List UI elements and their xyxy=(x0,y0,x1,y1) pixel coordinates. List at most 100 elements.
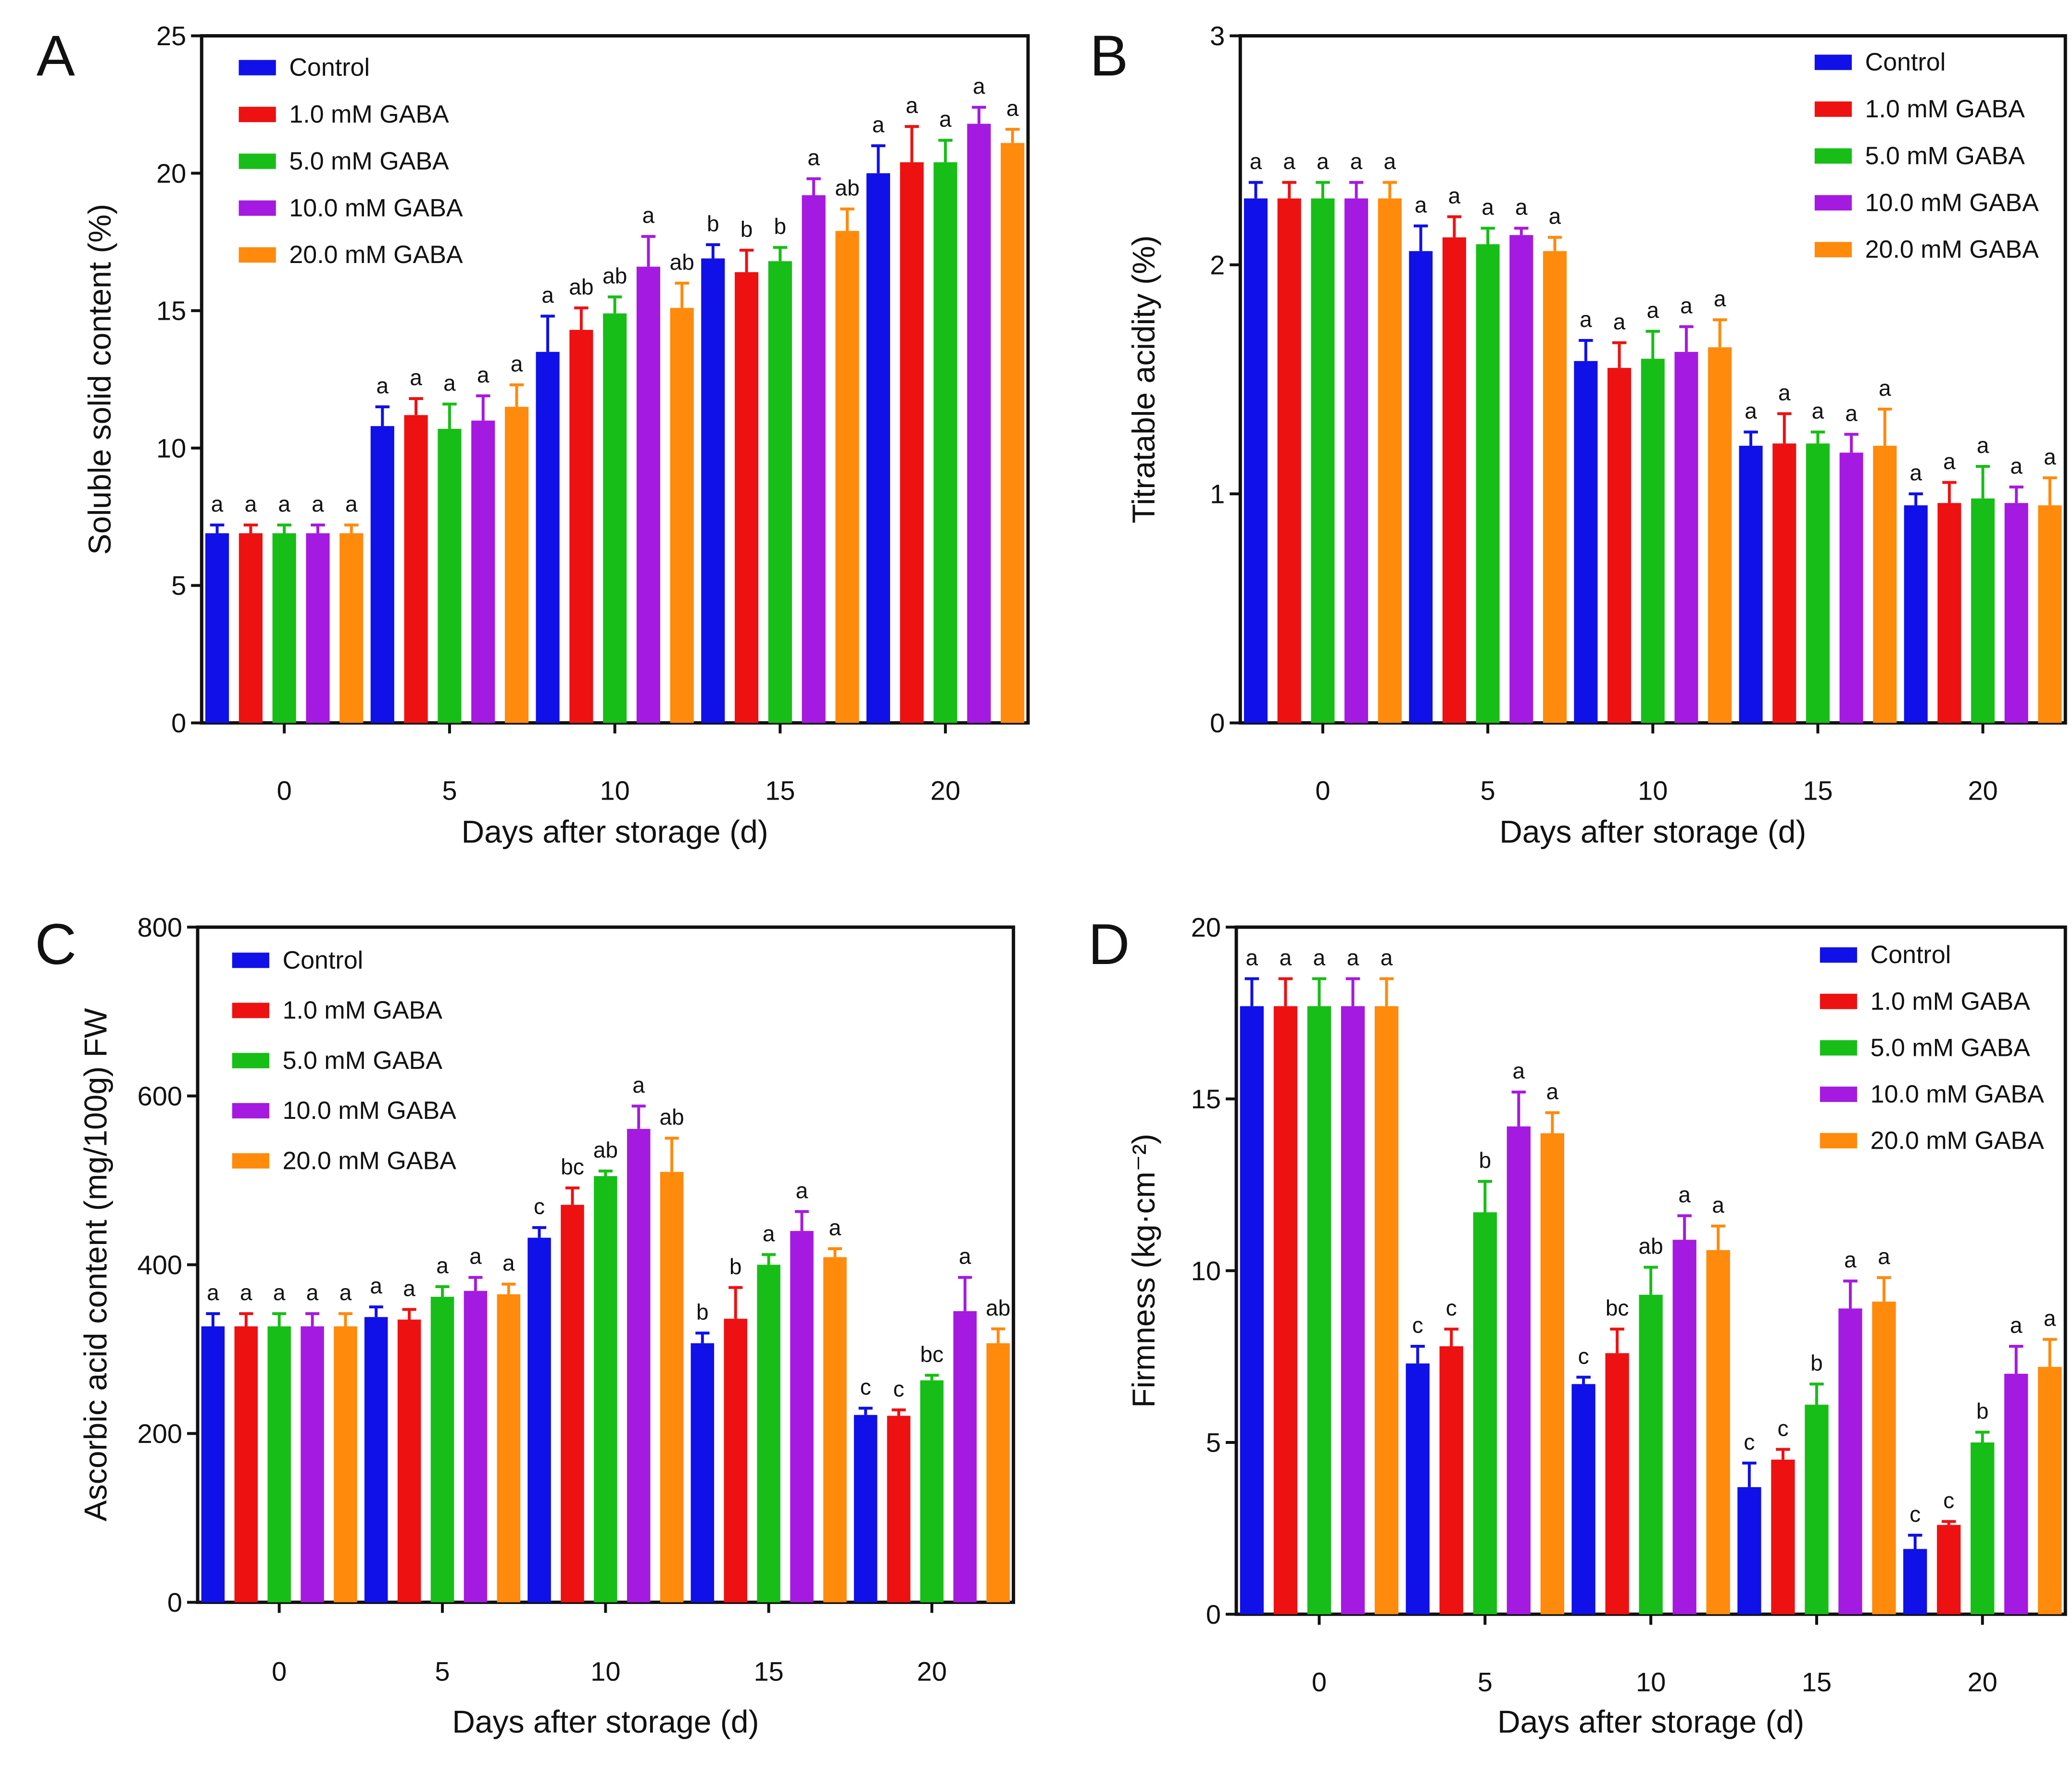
y-tick-label: 15 xyxy=(1191,1084,1221,1114)
significance-label: c xyxy=(1943,1488,1954,1513)
significance-label: a xyxy=(1943,449,1956,474)
bar xyxy=(1737,1487,1761,1615)
significance-label: a xyxy=(477,362,490,387)
legend-label: 10.0 mM GABA xyxy=(289,194,463,222)
significance-label: a xyxy=(1845,401,1858,426)
x-axis-title: Days after storage (d) xyxy=(1499,814,1806,850)
x-tick-label: 5 xyxy=(442,776,457,806)
legend-label: Control xyxy=(289,54,370,82)
bar xyxy=(1872,1302,1896,1615)
x-tick-label: 15 xyxy=(1802,1667,1832,1697)
bar xyxy=(636,266,661,723)
bar xyxy=(953,1311,977,1603)
significance-label: a xyxy=(1680,293,1693,318)
legend-swatch xyxy=(1820,1040,1858,1056)
bar xyxy=(1739,446,1763,723)
bar xyxy=(691,1343,715,1603)
bar xyxy=(1674,351,1698,723)
y-tick-label: 0 xyxy=(1206,1599,1221,1629)
bar xyxy=(1409,251,1433,723)
panel-letter: D xyxy=(1088,912,1130,977)
significance-label: a xyxy=(1415,192,1427,217)
significance-label: a xyxy=(1546,1079,1559,1104)
bar xyxy=(1001,143,1025,723)
significance-label: a xyxy=(1381,945,1393,970)
x-tick-label: 5 xyxy=(435,1656,450,1686)
bar xyxy=(1341,1006,1365,1615)
significance-label: a xyxy=(1812,399,1824,424)
bar xyxy=(627,1128,651,1603)
bar xyxy=(1406,1363,1430,1615)
legend-label: 20.0 mM GABA xyxy=(289,241,463,269)
bar xyxy=(1937,503,1961,723)
significance-label: a xyxy=(1678,1182,1691,1207)
significance-label: c xyxy=(1777,1416,1788,1441)
legend-swatch xyxy=(232,1103,270,1119)
bar xyxy=(1971,1442,1995,1615)
bar xyxy=(1641,359,1665,723)
significance-label: a xyxy=(1844,1247,1857,1272)
legend-label: Control xyxy=(1871,941,1951,969)
bar xyxy=(2038,1366,2062,1615)
bar xyxy=(823,1257,847,1603)
bar xyxy=(790,1231,814,1603)
x-axis-title: Days after storage (d) xyxy=(462,814,768,850)
significance-label: a xyxy=(207,1280,219,1305)
significance-label: a xyxy=(796,1178,808,1203)
legend-swatch xyxy=(1820,993,1858,1009)
bar xyxy=(569,330,593,723)
bar xyxy=(866,173,891,723)
significance-label: a xyxy=(1513,1058,1525,1083)
significance-label: b xyxy=(774,214,787,239)
significance-label: a xyxy=(1280,945,1292,970)
bar xyxy=(239,533,263,723)
bar xyxy=(504,407,529,723)
x-tick-label: 0 xyxy=(1315,776,1330,806)
x-tick-label: 0 xyxy=(272,1656,287,1686)
bar xyxy=(701,258,725,723)
bar xyxy=(1509,235,1533,723)
significance-label: a xyxy=(1878,1244,1890,1269)
bar xyxy=(967,124,991,723)
y-axis-title: Ascorbic acid content (mg/100g) FW xyxy=(78,1008,113,1521)
bar xyxy=(734,272,759,723)
bar xyxy=(854,1415,878,1603)
legend-swatch xyxy=(1820,947,1858,963)
bar xyxy=(1706,1250,1730,1615)
significance-label: a xyxy=(1448,183,1461,208)
significance-label: a xyxy=(502,1251,515,1276)
legend-swatch xyxy=(1814,54,1852,70)
bar xyxy=(201,1326,225,1603)
significance-label: a xyxy=(872,112,885,137)
bar xyxy=(1507,1126,1531,1615)
bar xyxy=(1806,443,1830,723)
significance-label: a xyxy=(273,1280,286,1305)
significance-label: a xyxy=(1712,1192,1724,1217)
bar xyxy=(1607,368,1632,723)
bar xyxy=(1772,443,1796,723)
bar xyxy=(933,162,957,723)
x-tick-label: 10 xyxy=(590,1656,620,1686)
legend-swatch xyxy=(239,200,276,216)
bar xyxy=(471,420,495,723)
significance-label: a xyxy=(1909,460,1922,485)
bar xyxy=(1476,244,1500,723)
bar xyxy=(306,533,330,723)
legend-label: 1.0 mM GABA xyxy=(283,997,443,1025)
significance-label: bc xyxy=(1606,1295,1629,1320)
legend-swatch xyxy=(232,952,270,968)
y-axis-title: Soluble solid content (%) xyxy=(82,204,117,555)
significance-label: c xyxy=(534,1194,545,1219)
significance-label: a xyxy=(306,1280,319,1305)
bar xyxy=(920,1380,944,1603)
significance-label: a xyxy=(1350,149,1363,174)
bar xyxy=(2004,503,2028,723)
x-tick-label: 20 xyxy=(917,1656,947,1686)
bar xyxy=(1244,198,1268,723)
bar xyxy=(1672,1240,1696,1615)
legend-swatch xyxy=(1814,195,1852,211)
legend-swatch xyxy=(239,153,276,169)
